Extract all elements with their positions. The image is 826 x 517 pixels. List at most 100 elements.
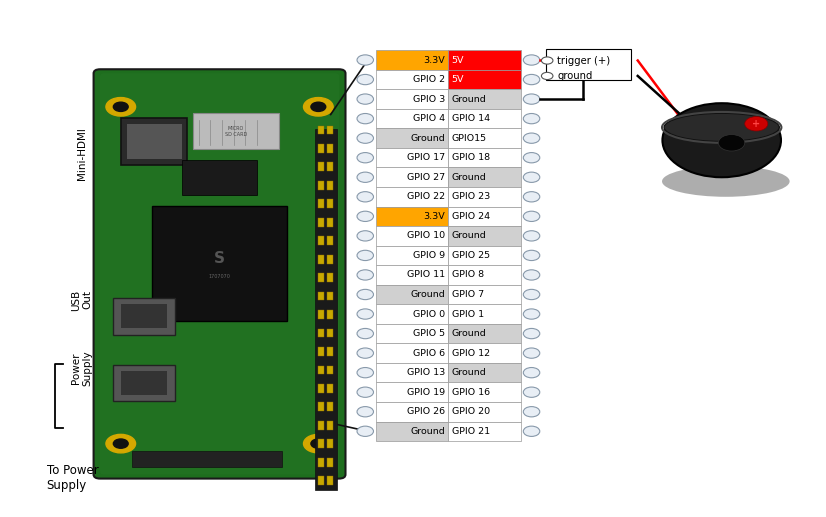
FancyBboxPatch shape: [318, 181, 324, 190]
Circle shape: [719, 134, 745, 151]
FancyBboxPatch shape: [112, 365, 175, 402]
Circle shape: [357, 192, 373, 202]
FancyBboxPatch shape: [376, 343, 449, 363]
FancyBboxPatch shape: [449, 305, 521, 324]
Circle shape: [357, 406, 373, 417]
Text: To Power
Supply: To Power Supply: [46, 464, 98, 492]
Circle shape: [357, 114, 373, 124]
FancyBboxPatch shape: [376, 285, 449, 305]
Text: GPIO 27: GPIO 27: [407, 173, 445, 182]
Text: GPIO 4: GPIO 4: [413, 114, 445, 123]
Text: GPIO 25: GPIO 25: [452, 251, 490, 260]
Text: GPIO 19: GPIO 19: [407, 388, 445, 397]
Circle shape: [311, 102, 325, 112]
FancyBboxPatch shape: [449, 343, 521, 363]
FancyBboxPatch shape: [100, 73, 339, 475]
FancyBboxPatch shape: [449, 324, 521, 343]
Text: trigger (+): trigger (+): [557, 55, 610, 66]
Text: Power
Supply: Power Supply: [71, 351, 93, 386]
FancyBboxPatch shape: [93, 69, 345, 479]
Text: GPIO 3: GPIO 3: [413, 95, 445, 103]
Circle shape: [524, 153, 539, 163]
FancyBboxPatch shape: [327, 144, 333, 153]
Circle shape: [524, 309, 539, 319]
FancyBboxPatch shape: [376, 305, 449, 324]
Ellipse shape: [662, 166, 790, 197]
Circle shape: [524, 250, 539, 261]
Text: 5V: 5V: [452, 75, 464, 84]
Circle shape: [357, 290, 373, 300]
Circle shape: [357, 328, 373, 339]
Text: GPIO 24: GPIO 24: [452, 212, 490, 221]
FancyBboxPatch shape: [449, 363, 521, 383]
FancyBboxPatch shape: [449, 128, 521, 148]
FancyBboxPatch shape: [327, 402, 333, 411]
Text: GPIO 0: GPIO 0: [413, 310, 445, 318]
FancyBboxPatch shape: [327, 310, 333, 319]
FancyBboxPatch shape: [318, 384, 324, 393]
Circle shape: [524, 270, 539, 280]
FancyBboxPatch shape: [318, 236, 324, 245]
Text: GPIO 26: GPIO 26: [407, 407, 445, 416]
FancyBboxPatch shape: [449, 246, 521, 265]
FancyBboxPatch shape: [121, 305, 167, 328]
FancyBboxPatch shape: [449, 402, 521, 421]
FancyBboxPatch shape: [376, 128, 449, 148]
Text: GPIO 16: GPIO 16: [452, 388, 490, 397]
Text: GPIO 22: GPIO 22: [407, 192, 445, 201]
FancyBboxPatch shape: [318, 476, 324, 485]
FancyBboxPatch shape: [318, 218, 324, 226]
FancyBboxPatch shape: [376, 383, 449, 402]
Circle shape: [524, 133, 539, 143]
Text: 3.3V: 3.3V: [424, 55, 445, 65]
Text: GPIO 8: GPIO 8: [452, 270, 484, 280]
FancyBboxPatch shape: [376, 246, 449, 265]
Text: GPIO 11: GPIO 11: [407, 270, 445, 280]
FancyBboxPatch shape: [449, 265, 521, 285]
Circle shape: [113, 439, 128, 448]
FancyBboxPatch shape: [327, 421, 333, 430]
FancyBboxPatch shape: [376, 226, 449, 246]
Circle shape: [357, 270, 373, 280]
Text: Mini-HDMI: Mini-HDMI: [77, 127, 87, 180]
FancyBboxPatch shape: [376, 168, 449, 187]
FancyBboxPatch shape: [449, 70, 521, 89]
Circle shape: [524, 368, 539, 378]
Text: GPIO 1: GPIO 1: [452, 310, 484, 318]
FancyBboxPatch shape: [327, 236, 333, 245]
FancyBboxPatch shape: [449, 109, 521, 128]
Circle shape: [524, 426, 539, 436]
Circle shape: [311, 439, 325, 448]
Circle shape: [524, 55, 539, 65]
Circle shape: [303, 98, 333, 116]
FancyBboxPatch shape: [318, 126, 324, 134]
Circle shape: [113, 102, 128, 112]
FancyBboxPatch shape: [449, 383, 521, 402]
Text: Ground: Ground: [452, 95, 487, 103]
Text: GPIO 17: GPIO 17: [407, 153, 445, 162]
FancyBboxPatch shape: [327, 200, 333, 208]
Text: GPIO 10: GPIO 10: [407, 232, 445, 240]
Text: GPIO 18: GPIO 18: [452, 153, 490, 162]
FancyBboxPatch shape: [376, 265, 449, 285]
Text: +: +: [752, 119, 761, 129]
Text: GPIO 12: GPIO 12: [452, 348, 490, 358]
FancyBboxPatch shape: [315, 129, 337, 491]
FancyBboxPatch shape: [327, 384, 333, 393]
Text: GPIO15: GPIO15: [452, 134, 487, 143]
Text: Ground: Ground: [411, 427, 445, 436]
FancyBboxPatch shape: [327, 162, 333, 171]
FancyBboxPatch shape: [376, 324, 449, 343]
Text: Ground: Ground: [411, 134, 445, 143]
FancyBboxPatch shape: [126, 124, 182, 159]
FancyBboxPatch shape: [376, 421, 449, 441]
Text: 5V: 5V: [452, 55, 464, 65]
Circle shape: [524, 94, 539, 104]
FancyBboxPatch shape: [327, 273, 333, 282]
FancyBboxPatch shape: [121, 371, 167, 396]
FancyBboxPatch shape: [376, 402, 449, 421]
Circle shape: [524, 348, 539, 358]
FancyBboxPatch shape: [449, 168, 521, 187]
FancyBboxPatch shape: [376, 207, 449, 226]
Circle shape: [745, 116, 768, 131]
